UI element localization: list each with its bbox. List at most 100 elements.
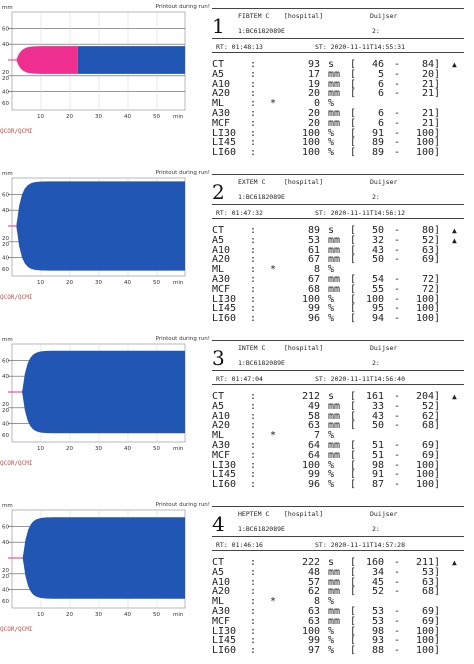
- parameter-name: A30: [212, 273, 231, 285]
- range-dash: -: [394, 615, 401, 627]
- range-low: 161: [365, 391, 384, 402]
- parameter-unit: mm: [328, 449, 341, 461]
- parameter-unit: %: [328, 469, 335, 481]
- range-high: 80: [421, 225, 434, 236]
- parameter-value: 61: [307, 244, 320, 256]
- range-bracket-close: ]: [434, 137, 441, 149]
- parameter-unit: mm: [328, 576, 341, 588]
- parameter-value: 49: [307, 400, 320, 412]
- parameter-name: A5: [212, 400, 225, 412]
- range-bracket-close: ]: [434, 605, 441, 617]
- flag-mark: *: [270, 98, 277, 110]
- separator-colon: :: [250, 615, 257, 627]
- qc-label: QCOR/QCMI: [0, 626, 33, 633]
- test-name: HEPTEM C: [238, 510, 270, 518]
- range-low: 50: [371, 225, 384, 236]
- range-bracket-close: ]: [434, 615, 441, 627]
- parameter-name: A10: [212, 576, 231, 588]
- parameter-row: CT: 212 s [161- 204] ▲: [212, 392, 462, 402]
- range-dash: -: [394, 479, 401, 491]
- parameter-row: MCF: 63 mm [53- 69]: [212, 615, 462, 627]
- parameter-unit: %: [328, 137, 335, 149]
- operator-name: Duijser: [370, 12, 398, 20]
- range-high: 69: [421, 615, 434, 627]
- range-low: 52: [371, 586, 384, 598]
- y-tick-label: 60: [2, 524, 9, 530]
- range-dash: -: [394, 635, 401, 647]
- sample-line: 1:BC6182089E: [238, 359, 285, 367]
- range-bracket-close: ]: [434, 566, 441, 578]
- range-bracket-close: ]: [434, 273, 441, 285]
- temogram-chart: Printout during run! mm 60 40 20 20 40 60 10 20 30…: [0, 498, 210, 664]
- y-tick-label: 20: [2, 568, 9, 574]
- separator-colon: :: [250, 254, 257, 266]
- range-high: 62: [421, 410, 434, 422]
- separator-colon: :: [250, 449, 257, 461]
- qc-label: QCOR/QCMI: [0, 128, 33, 135]
- parameter-unit: %: [328, 459, 335, 471]
- parameter-name: A20: [212, 254, 231, 266]
- range-dash: -: [394, 459, 401, 471]
- range-low: 6: [377, 78, 384, 90]
- parameter-row: A30: 63 mm [53- 69]: [212, 607, 462, 617]
- range-high: 100: [415, 625, 434, 637]
- y-tick-label: 60: [2, 599, 9, 605]
- range-bracket-open: [: [350, 479, 357, 491]
- x-tick-label: 10: [37, 114, 44, 120]
- header-rule-0: [212, 506, 464, 507]
- test-name: EXTEM C: [238, 178, 266, 186]
- parameter-value: 63: [307, 605, 320, 617]
- header-rule-1: [212, 204, 464, 205]
- parameter-unit: %: [328, 127, 335, 139]
- range-low: 87: [371, 479, 384, 491]
- parameter-value: 96: [307, 479, 320, 491]
- range-low: 51: [371, 439, 384, 451]
- parameter-value: 48: [307, 566, 320, 578]
- range-bracket-open: [: [350, 439, 357, 451]
- range-dash: -: [394, 283, 401, 295]
- range-bracket-open: [: [350, 147, 357, 159]
- start-time: ST: 2020-11-11T14:56:40: [315, 375, 406, 383]
- range-high: 100: [415, 635, 434, 647]
- range-bracket-open: [: [350, 645, 357, 657]
- qc-label: QCOR/QCMI: [0, 294, 33, 301]
- range-bracket-close: ]: [434, 293, 441, 305]
- parameter-row: A10: 19 mm [6- 21]: [212, 78, 462, 90]
- hospital-label: [hospital]: [284, 12, 324, 20]
- range-low: 51: [371, 449, 384, 461]
- x-tick-label: 20: [66, 446, 73, 452]
- run-time: RT: 01:47:32: [216, 209, 263, 217]
- range-dash: -: [394, 303, 401, 315]
- range-bracket-close: ]: [434, 557, 441, 568]
- separator-colon: :: [250, 147, 257, 159]
- range-bracket-close: ]: [434, 78, 441, 90]
- parameter-unit: mm: [328, 605, 341, 617]
- parameter-row: A20: 67 mm [50- 69]: [212, 255, 462, 265]
- parameter-name: A30: [212, 605, 231, 617]
- start-time: ST: 2020-11-11T14:56:12: [315, 209, 406, 217]
- separator-colon: :: [250, 127, 257, 139]
- y-tick-label: 60: [2, 358, 9, 364]
- range-low: 45: [371, 576, 384, 588]
- y-tick-label: 40: [2, 374, 9, 380]
- range-high: 69: [421, 449, 434, 461]
- parameter-value: 67: [307, 254, 320, 266]
- parameter-name: MCF: [212, 449, 231, 461]
- range-low: 53: [371, 615, 384, 627]
- parameter-unit: mm: [328, 566, 341, 578]
- sample-line: 1:BC6182089E: [238, 525, 285, 533]
- range-bracket-close: ]: [434, 586, 441, 598]
- parameter-row: A5: 48 mm [34- 53]: [212, 566, 462, 578]
- parameter-value: 63: [307, 615, 320, 627]
- curve-blue-body: [16, 181, 185, 271]
- header-rule-2: [212, 384, 464, 385]
- header-rule-1: [212, 38, 464, 39]
- header-rule-0: [212, 8, 464, 9]
- result-block: 1 FIBTEM C [hospital] Duijser 1:BC6182089E 2:…: [200, 0, 474, 166]
- y-tick-label: 60: [2, 267, 9, 273]
- range-dash: -: [394, 225, 401, 236]
- range-bracket-open: [: [350, 225, 357, 236]
- parameter-unit: %: [328, 479, 335, 491]
- range-dash: -: [394, 107, 401, 119]
